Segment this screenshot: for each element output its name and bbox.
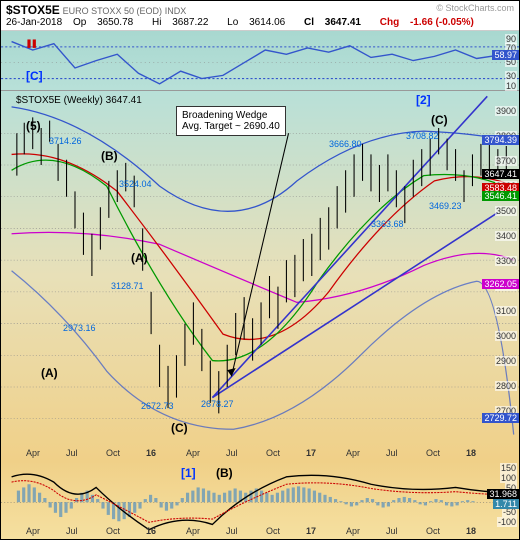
wave-label: (A) <box>131 251 148 265</box>
price-panel: Broadening Wedge Avg. Target ~ 2690.40 $… <box>1 91 519 461</box>
rsi-panel: [C] 90 70 50 30 10 58.97 <box>1 31 519 91</box>
wave-label: (5) <box>26 119 41 133</box>
symbol: $STOX5E <box>6 3 60 17</box>
wedge-annotation: Broadening Wedge Avg. Target ~ 2690.40 <box>176 106 286 136</box>
value-box: 3262.05 <box>482 279 519 289</box>
value-box: 3794.39 <box>482 135 519 145</box>
price-label: 3524.04 <box>119 179 152 189</box>
macd-x-axis: Apr Jul Oct 16 Apr Jul Oct 17 Apr Jul Oc… <box>1 526 489 538</box>
rsi-chart <box>1 31 519 94</box>
price-label: 3469.23 <box>429 201 462 211</box>
value-box: 3546.41 <box>482 191 519 201</box>
rsi-wave-c: [C] <box>26 69 43 83</box>
value-box: 3647.41 <box>482 169 519 179</box>
wave-label: (C) <box>171 421 188 435</box>
price-label: 3708.82 <box>406 131 439 141</box>
macd-wave-label: [1] <box>181 466 196 480</box>
watermark: © StockCharts.com <box>436 3 514 13</box>
x-axis: Apr Jul Oct 16 Apr Jul Oct 17 Apr Jul Oc… <box>1 448 489 460</box>
macd-wave-label: (B) <box>216 466 233 480</box>
chart-header: $STOX5E EURO STOXX 50 (EOD) INDX © Stock… <box>1 1 519 31</box>
macd-value2: 1.711 <box>493 499 519 509</box>
date: 26-Jan-2018 <box>6 17 62 28</box>
price-label: 2678.27 <box>201 399 234 409</box>
price-label: 3714.26 <box>49 136 82 146</box>
value-box: 2729.72 <box>482 413 519 423</box>
price-chart <box>1 91 519 461</box>
price-label: 2672.73 <box>141 401 174 411</box>
wave-label: (B) <box>101 149 118 163</box>
wave-label: [2] <box>416 93 431 107</box>
ohlc-row: 26-Jan-2018 Op 3650.78 Hi 3687.22 Lo 361… <box>6 17 514 28</box>
wave-label: (C) <box>431 113 448 127</box>
macd-panel: [1](B) 150 100 50 0 -50 -100 31.968 1.71… <box>1 461 519 539</box>
symbol-label: $STOX5E (Weekly) 3647.41 <box>16 95 142 106</box>
price-label: 2973.16 <box>63 323 96 333</box>
price-label: 3128.71 <box>111 281 144 291</box>
name: EURO STOXX 50 (EOD) <box>63 6 162 16</box>
wave-label: (A) <box>41 366 58 380</box>
chart-container: $STOX5E EURO STOXX 50 (EOD) INDX © Stock… <box>0 0 520 540</box>
rsi-value: 58.97 <box>492 50 519 60</box>
price-label: 3363.68 <box>371 219 404 229</box>
price-label: 3666.80 <box>329 139 362 149</box>
type: INDX <box>165 6 187 16</box>
macd-value1: 31.968 <box>487 489 519 499</box>
